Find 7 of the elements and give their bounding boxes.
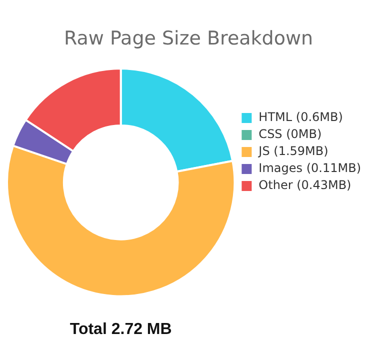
legend-label: Images (0.11MB) — [258, 161, 362, 176]
legend-label: Other (0.43MB) — [258, 178, 352, 192]
chart-title: Raw Page Size Breakdown — [64, 27, 314, 50]
legend-label: CSS (0MB) — [258, 127, 322, 142]
legend-label: HTML (0.6MB) — [258, 110, 343, 124]
text: Total 2.72 MB — [70, 321, 172, 338]
legend-label: JS (1.59MB) — [258, 144, 328, 158]
